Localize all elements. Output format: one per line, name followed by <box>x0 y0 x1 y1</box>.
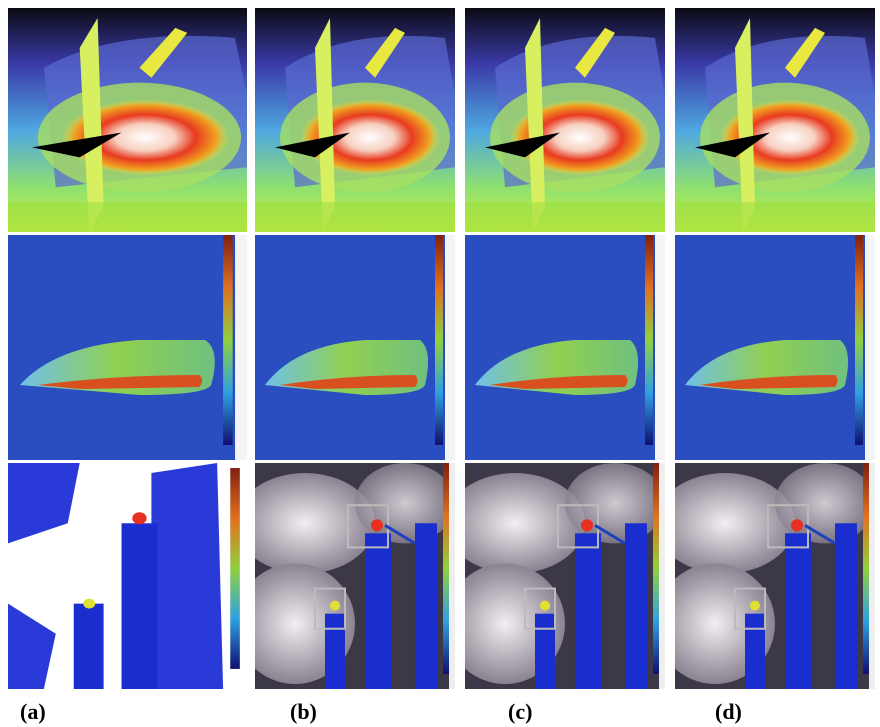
panel-label: (b) <box>290 699 317 724</box>
panel-a2 <box>8 235 247 460</box>
panel-a3 <box>8 463 247 689</box>
panel-c2 <box>465 235 665 460</box>
panel-label: (c) <box>508 699 532 724</box>
figure: (a) (b) (c) (d) <box>0 0 880 727</box>
panel-b3 <box>235 463 455 689</box>
panel-c1 <box>465 8 665 232</box>
panel-b2 <box>255 235 455 460</box>
panel-label: (d) <box>715 699 742 724</box>
panel-c3 <box>445 463 665 689</box>
panel-d1 <box>675 8 875 232</box>
panel-d2 <box>675 235 875 460</box>
panel-d3 <box>655 463 875 689</box>
panel-a1 <box>8 8 247 232</box>
panel-b1 <box>255 8 455 232</box>
panel-label: (a) <box>20 699 46 724</box>
